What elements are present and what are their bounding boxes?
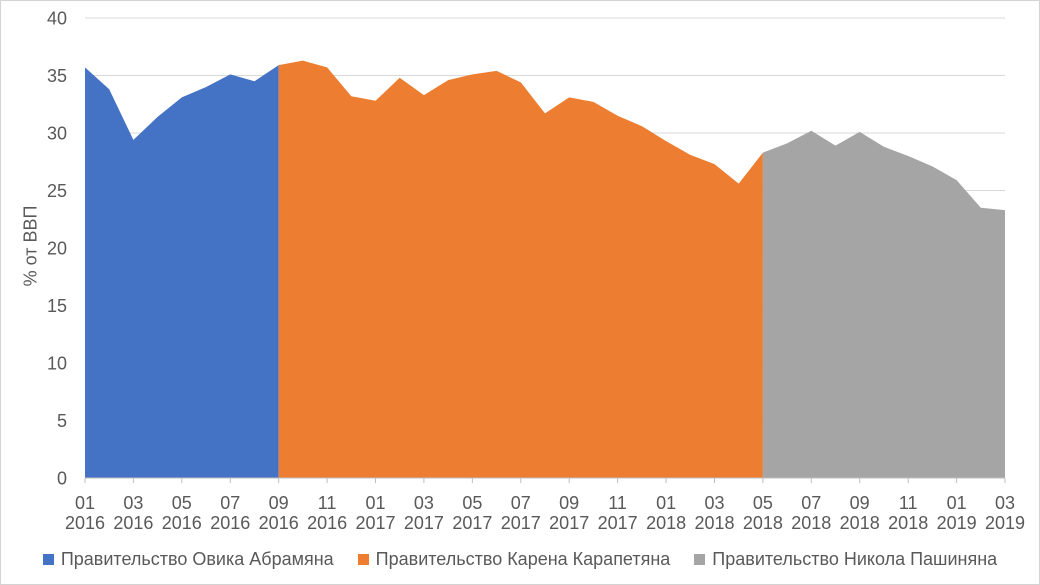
x-tick-label-month: 01	[75, 493, 95, 513]
x-tick-label-year: 2016	[65, 513, 105, 533]
x-tick-label-month: 05	[462, 493, 482, 513]
y-tick-label: 35	[47, 66, 67, 86]
y-tick-label: 10	[47, 354, 67, 374]
x-tick-label-month: 03	[123, 493, 143, 513]
x-tick-label-month: 09	[559, 493, 579, 513]
legend-item-pashinyan: Правительство Никола Пашиняна	[694, 549, 997, 570]
x-tick-label-month: 09	[269, 493, 289, 513]
y-tick-label: 20	[47, 239, 67, 259]
legend-label-pashinyan: Правительство Никола Пашиняна	[712, 548, 998, 569]
x-tick-label-year: 2017	[404, 513, 444, 533]
y-tick-label: 0	[57, 469, 67, 489]
x-tick-label-month: 11	[899, 493, 918, 513]
legend: Правительство Овика Абрамяна Правительст…	[1, 548, 1039, 570]
x-tick-label-year: 2016	[162, 513, 202, 533]
y-axis-title: % от ВВП	[20, 205, 41, 287]
x-tick-label-month: 11	[608, 493, 627, 513]
y-tick-label: 40	[47, 9, 67, 29]
y-tick-label: 30	[47, 124, 67, 144]
legend-marker-blue-icon	[42, 553, 54, 565]
area-series-0	[85, 65, 279, 478]
x-tick-label-month: 03	[414, 493, 434, 513]
x-tick-label-year: 2018	[694, 513, 734, 533]
x-tick-label-year: 2016	[307, 513, 347, 533]
x-tick-label-month: 03	[704, 493, 724, 513]
x-tick-label-year: 2019	[937, 513, 977, 533]
legend-label-abrahamyan: Правительство Овика Абрамяна	[60, 548, 334, 569]
y-tick-label: 5	[57, 411, 67, 431]
x-tick-label-month: 07	[511, 493, 531, 513]
legend-label-karapetyan: Правительство Карена Карапетяна	[375, 548, 671, 569]
legend-marker-gray-icon	[694, 553, 706, 565]
legend-item-abrahamyan: Правительство Овика Абрамяна	[42, 548, 334, 570]
x-tick-label-month: 07	[801, 493, 821, 513]
y-tick-label: 25	[47, 181, 67, 201]
legend-marker-orange-icon	[357, 553, 369, 565]
legend-item-karapetyan: Правительство Карена Карапетяна	[357, 548, 671, 570]
x-tick-label-month: 01	[947, 493, 967, 513]
x-tick-label-year: 2017	[355, 513, 395, 533]
area-series-2	[762, 130, 1005, 478]
x-tick-label-year: 2017	[549, 513, 589, 533]
x-tick-label-year: 2019	[985, 513, 1025, 533]
x-tick-label-year: 2016	[210, 513, 250, 533]
x-tick-label-year: 2018	[646, 513, 686, 533]
x-tick-label-month: 01	[365, 493, 385, 513]
x-tick-label-year: 2017	[452, 513, 492, 533]
x-tick-label-month: 01	[656, 493, 676, 513]
x-tick-label-month: 11	[318, 493, 337, 513]
y-tick-label: 15	[47, 296, 67, 316]
x-tick-label-year: 2018	[888, 513, 928, 533]
area-series-1	[278, 60, 763, 478]
x-tick-label-month: 07	[220, 493, 240, 513]
x-tick-label-year: 2016	[259, 513, 299, 533]
x-tick-label-month: 05	[753, 493, 773, 513]
x-tick-label-year: 2018	[840, 513, 880, 533]
x-tick-label-month: 03	[995, 493, 1015, 513]
x-tick-label-year: 2018	[791, 513, 831, 533]
x-tick-label-year: 2018	[743, 513, 783, 533]
x-tick-label-year: 2017	[501, 513, 541, 533]
x-tick-label-month: 05	[172, 493, 192, 513]
x-tick-label-year: 2016	[113, 513, 153, 533]
x-tick-label-year: 2017	[598, 513, 638, 533]
x-tick-label-month: 09	[850, 493, 870, 513]
